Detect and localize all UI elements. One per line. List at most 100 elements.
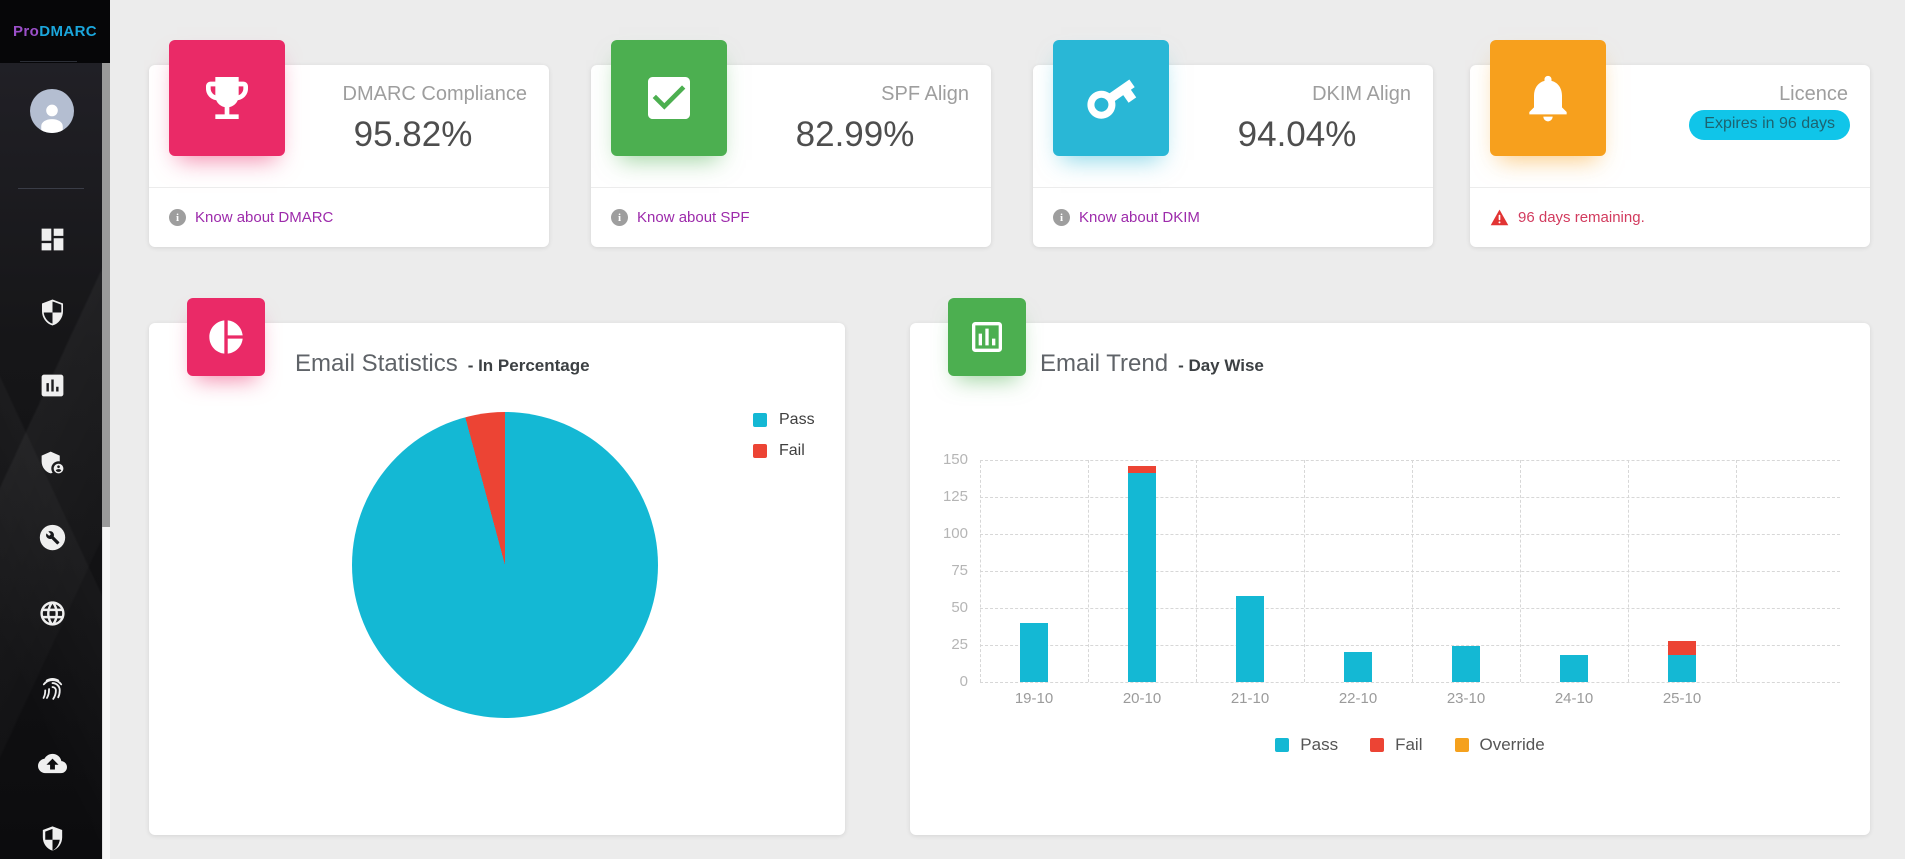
pass-fail-pie-chart — [352, 412, 658, 718]
gridline — [980, 682, 1840, 683]
trophy-icon — [169, 40, 285, 156]
bell-icon — [1490, 40, 1606, 156]
legend-label: Pass — [779, 411, 815, 428]
legend-item-override[interactable]: Override — [1454, 735, 1545, 755]
y-axis-tick: 100 — [942, 525, 968, 542]
legend-item-fail[interactable]: Fail — [753, 442, 815, 460]
bar-chart-icon — [41, 374, 63, 396]
logo-divider — [20, 61, 77, 62]
legend-swatch — [753, 444, 767, 458]
gridline — [1736, 460, 1737, 682]
x-axis-tick: 24-10 — [1554, 690, 1594, 707]
card-title: DKIM Align — [1312, 83, 1411, 105]
dashboard-icon — [41, 228, 63, 250]
gridline — [1628, 460, 1629, 682]
app-logo[interactable]: ProDMARC — [0, 0, 110, 63]
y-axis-tick: 25 — [951, 636, 968, 653]
x-axis-tick: 20-10 — [1122, 690, 1162, 707]
card-title: SPF Align — [881, 83, 969, 105]
checkbox-icon — [611, 40, 727, 156]
globe-icon — [39, 600, 65, 626]
gridline — [1304, 460, 1305, 682]
x-axis-tick: 22-10 — [1338, 690, 1378, 707]
shield-checker-icon — [41, 299, 63, 325]
know-about-dkim-link[interactable]: Know about DKIM — [1079, 209, 1200, 226]
legend-item-pass[interactable]: Pass — [753, 411, 815, 429]
trend-chart-icon — [948, 298, 1026, 376]
legend-label: Fail — [1395, 735, 1423, 754]
email-statistics-card: Email Statistics - In Percentage Pass Fai… — [149, 298, 845, 835]
sidebar-item-user-shield[interactable] — [34, 444, 70, 480]
shield-user-icon — [41, 451, 63, 473]
y-axis-tick: 0 — [959, 673, 968, 690]
gridline — [1520, 460, 1521, 682]
know-about-dmarc-link[interactable]: Know about DMARC — [195, 209, 334, 226]
dmarc-compliance-card: DMARC Compliance 95.82% i Know about DMA… — [149, 40, 549, 247]
gridline — [1412, 460, 1413, 682]
gridline — [980, 645, 1840, 646]
sidebar-item-dashboard[interactable] — [34, 221, 70, 257]
pie-legend: Pass Fail — [753, 411, 815, 473]
chart-subtitle: - Day Wise — [1178, 356, 1264, 375]
sidebar — [0, 0, 102, 859]
licence-expiry-badge: Expires in 96 days — [1689, 110, 1850, 140]
y-axis-tick: 125 — [942, 488, 968, 505]
dkim-align-value: 94.04% — [1237, 115, 1357, 154]
sidebar-divider — [18, 188, 84, 189]
gridline — [980, 460, 981, 682]
legend-swatch — [1370, 738, 1385, 752]
licence-warning-text: 96 days remaining. — [1518, 209, 1645, 226]
sidebar-item-security[interactable] — [34, 820, 70, 856]
chart-subtitle: - In Percentage — [467, 356, 590, 375]
gridline — [980, 571, 1840, 572]
sidebar-item-tools[interactable] — [34, 519, 70, 555]
y-axis-tick: 75 — [951, 562, 968, 579]
bar-pass-19-10 — [1020, 622, 1048, 682]
chart-header: Email Trend - Day Wise — [1040, 347, 1264, 381]
legend-item-pass[interactable]: Pass — [1275, 735, 1338, 755]
user-avatar[interactable] — [30, 89, 74, 133]
legend-label: Pass — [1300, 735, 1339, 754]
legend-item-fail[interactable]: Fail — [1370, 735, 1423, 755]
warning-icon — [1490, 209, 1509, 226]
sidebar-item-domains[interactable] — [34, 595, 70, 631]
email-trend-card: Email Trend - Day Wise 150 125 100 75 50 25 0 1… — [910, 298, 1870, 835]
y-axis-tick: 50 — [951, 599, 968, 616]
card-footer: i Know about SPF — [591, 187, 991, 247]
sidebar-item-reports[interactable] — [34, 367, 70, 403]
gridline — [1088, 460, 1089, 682]
know-about-spf-link[interactable]: Know about SPF — [637, 209, 750, 226]
sidebar-item-forensics[interactable] — [34, 670, 70, 706]
sidebar-item-shield[interactable] — [34, 294, 70, 330]
person-icon — [41, 104, 63, 133]
day-wise-bar-chart: 150 125 100 75 50 25 0 19-10 20-10 21-10 22-10 23-1… — [943, 451, 1840, 707]
x-axis-tick: 19-10 — [1014, 690, 1054, 707]
chart-header: Email Statistics - In Percentage — [295, 347, 590, 381]
bar-pass-25-10 — [1668, 655, 1696, 682]
x-axis-tick: 21-10 — [1230, 690, 1270, 707]
pie-chart-icon — [187, 298, 265, 376]
sidebar-scrollbar-thumb[interactable] — [102, 63, 110, 527]
bar-pass-23-10 — [1452, 646, 1480, 682]
x-axis-tick: 23-10 — [1446, 690, 1486, 707]
sidebar-item-cloud-upload[interactable] — [34, 745, 70, 781]
bar-pass-22-10 — [1344, 652, 1372, 682]
spf-align-card: SPF Align 82.99% i Know about SPF — [591, 40, 991, 247]
gridline — [980, 497, 1840, 498]
key-icon — [1053, 40, 1169, 156]
card-footer: i Know about DKIM — [1033, 187, 1433, 247]
info-icon: i — [1053, 209, 1070, 226]
legend-label: Override — [1479, 735, 1545, 754]
card-footer: i Know about DMARC — [149, 187, 549, 247]
gridline — [980, 460, 1840, 461]
card-footer: 96 days remaining. — [1470, 187, 1870, 247]
chart-title: Email Statistics — [295, 350, 458, 377]
dkim-align-card: DKIM Align 94.04% i Know about DKIM — [1033, 40, 1433, 247]
logo-text: ProDMARC — [13, 23, 98, 40]
gridline — [980, 534, 1840, 535]
bar-fail-20-10 — [1128, 465, 1156, 474]
bar-pass-24-10 — [1560, 655, 1588, 682]
bar-pass-21-10 — [1236, 596, 1264, 682]
card-title: Licence — [1779, 83, 1848, 105]
